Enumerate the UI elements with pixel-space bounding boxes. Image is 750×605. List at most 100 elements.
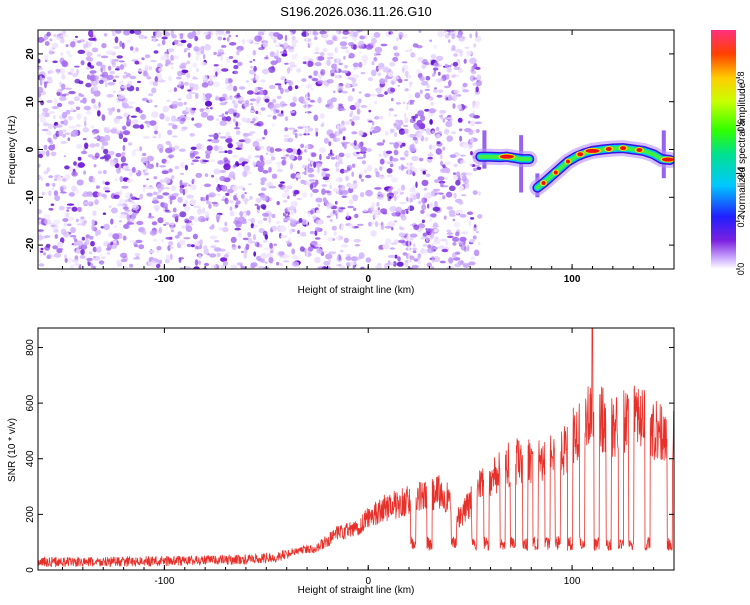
noise-speck (204, 173, 209, 178)
noise-speck (376, 87, 382, 95)
colorbar-tick-label: 0.0 (736, 263, 746, 276)
noise-speck (147, 186, 155, 190)
noise-speck (249, 195, 253, 200)
noise-speck (438, 89, 444, 93)
noise-speck (159, 113, 165, 120)
noise-speck (38, 220, 42, 225)
noise-speck (131, 204, 140, 211)
noise-speck (455, 251, 461, 255)
noise-speck (439, 154, 443, 160)
noise-speck (352, 264, 356, 269)
noise-speck (84, 201, 92, 205)
noise-speck (302, 125, 306, 128)
noise-speck (151, 35, 156, 39)
noise-speck (216, 54, 222, 57)
noise-speck (358, 61, 363, 68)
noise-speck (224, 221, 228, 227)
noise-speck (113, 225, 117, 229)
noise-speck (69, 264, 75, 269)
noise-speck (426, 262, 432, 268)
noise-speck (281, 192, 289, 199)
track-core (636, 147, 643, 152)
noise-speck (181, 225, 187, 229)
noise-speck (52, 182, 56, 188)
noise-speck (118, 80, 124, 86)
noise-speck (116, 241, 119, 246)
x-tick-label: 0 (365, 576, 371, 587)
noise-speck (347, 95, 354, 102)
noise-speck (235, 141, 242, 145)
noise-speck (356, 151, 360, 155)
noise-speck (38, 86, 44, 93)
noise-speck (181, 129, 186, 132)
noise-speck (411, 264, 419, 269)
noise-speck (476, 166, 482, 170)
noise-speck (172, 124, 178, 130)
noise-speck (109, 70, 115, 75)
noise-speck (148, 66, 153, 71)
noise-speck (290, 200, 298, 207)
noise-speck (461, 231, 468, 235)
noise-speck (353, 207, 357, 211)
noise-speck (404, 112, 407, 119)
noise-speck (195, 50, 202, 56)
noise-speck (211, 174, 215, 178)
noise-speck (359, 192, 365, 198)
y-tick-label: 200 (25, 506, 36, 523)
noise-speck (317, 96, 322, 104)
noise-speck (91, 98, 96, 104)
noise-speck (204, 211, 210, 218)
noise-speck (246, 210, 251, 216)
noise-speck (411, 155, 419, 162)
noise-speck (52, 60, 58, 64)
noise-speck (247, 171, 252, 175)
noise-speck (265, 159, 273, 165)
noise-speck (371, 209, 379, 217)
noise-speck (240, 266, 247, 269)
noise-speck (225, 30, 231, 34)
noise-speck (165, 59, 171, 64)
noise-speck (365, 189, 373, 197)
noise-speck (453, 163, 459, 168)
x-tick-label: 0 (365, 274, 371, 285)
noise-speck (398, 130, 405, 135)
noise-speck (359, 35, 365, 40)
noise-speck (262, 136, 265, 140)
noise-speck (44, 41, 50, 46)
noise-speck (307, 212, 311, 217)
noise-speck (260, 160, 265, 167)
noise-speck (300, 143, 305, 149)
noise-speck (238, 86, 246, 90)
noise-speck (178, 257, 182, 263)
noise-speck (456, 171, 461, 177)
noise-speck (262, 206, 266, 210)
noise-speck (94, 199, 99, 205)
noise-speck (349, 261, 357, 266)
noise-speck (459, 135, 463, 142)
noise-speck (364, 34, 368, 39)
noise-speck (56, 248, 63, 254)
noise-speck (75, 35, 78, 39)
noise-speck (249, 60, 253, 63)
noise-speck (146, 76, 152, 80)
noise-speck (437, 71, 441, 76)
noise-speck (210, 107, 213, 110)
noise-speck (327, 265, 331, 269)
noise-speck (469, 163, 474, 166)
noise-speck (234, 70, 239, 75)
noise-speck (262, 212, 269, 217)
noise-speck (235, 204, 239, 208)
noise-speck (178, 148, 186, 152)
noise-speck (352, 194, 359, 202)
noise-speck (120, 156, 126, 163)
noise-speck (399, 227, 405, 231)
noise-speck (412, 194, 417, 201)
noise-speck (163, 187, 171, 190)
noise-speck (385, 238, 392, 245)
noise-streak (336, 30, 339, 269)
noise-speck (133, 148, 141, 152)
noise-speck (341, 70, 349, 74)
noise-speck (436, 134, 441, 139)
noise-speck (273, 32, 280, 37)
noise-speck (224, 197, 229, 205)
